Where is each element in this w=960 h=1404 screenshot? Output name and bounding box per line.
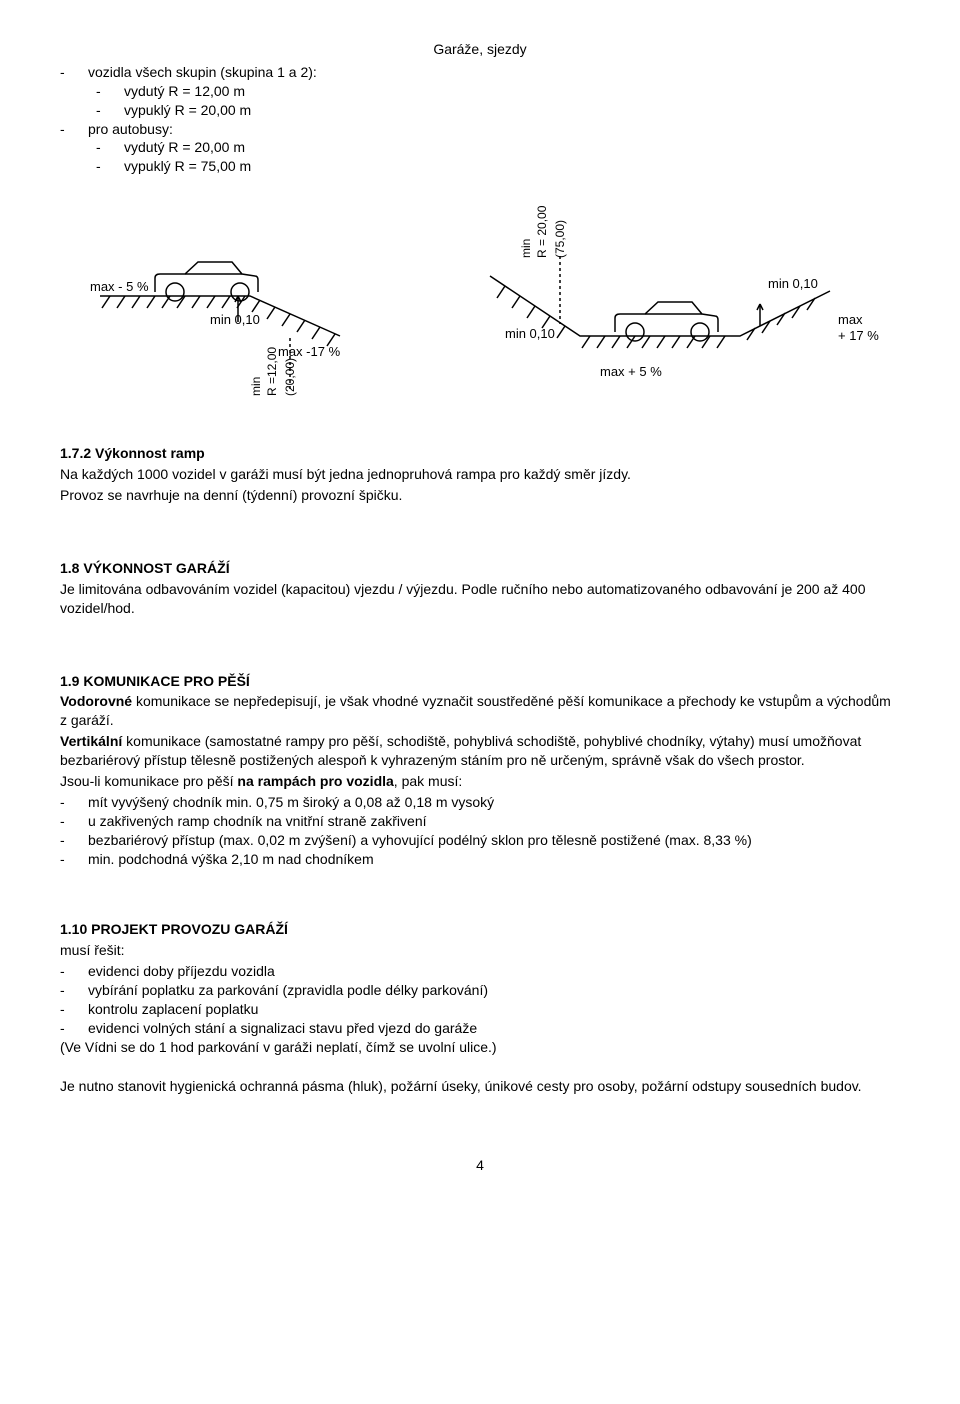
- list-text: vozidla všech skupin (skupina 1 a 2):: [88, 63, 900, 82]
- para: Je limitována odbavováním vozidel (kapac…: [60, 580, 900, 618]
- heading-172: 1.7.2 Výkonnost ramp: [60, 444, 900, 463]
- dash: -: [96, 82, 124, 101]
- text-run: komunikace se nepředepisují, je však vho…: [60, 693, 891, 728]
- para: musí řešit:: [60, 941, 900, 960]
- para: Provoz se navrhuje na denní (týdenní) pr…: [60, 486, 900, 505]
- bold-run: Vertikální: [60, 733, 122, 749]
- diag-label: R = 20,00: [535, 206, 549, 259]
- para: (Ve Vídni se do 1 hod parkování v garáži…: [60, 1038, 900, 1057]
- list-text: vybírání poplatku za parkování (zpravidl…: [88, 981, 900, 1000]
- heading-18: 1.8 VÝKONNOST GARÁŽÍ: [60, 559, 900, 578]
- list-text: vypuklý R = 20,00 m: [124, 101, 900, 120]
- ramp-diagram: max - 5 % min 0,10 max -17 % min R =12,0…: [60, 196, 900, 416]
- diag-label: max: [838, 312, 863, 327]
- intro-list: - vozidla všech skupin (skupina 1 a 2): …: [60, 63, 900, 176]
- heading-110: 1.10 PROJEKT PROVOZU GARÁŽÍ: [60, 920, 900, 939]
- diag-label: max + 5 %: [600, 364, 662, 379]
- text-run: Jsou-li komunikace pro pěší: [60, 773, 237, 789]
- page-header: Garáže, sjezdy: [60, 40, 900, 59]
- diag-label: (20,00): [283, 358, 297, 396]
- dash: -: [96, 157, 124, 176]
- dash: -: [60, 63, 88, 82]
- heading-19: 1.9 KOMUNIKACE PRO PĚŠÍ: [60, 672, 900, 691]
- list-item: - vydutý R = 12,00 m: [96, 82, 900, 101]
- para: Vertikální komunikace (samostatné rampy …: [60, 732, 900, 770]
- diag-label: min: [519, 239, 533, 258]
- dash: -: [60, 793, 88, 812]
- dash: -: [60, 831, 88, 850]
- diag-label: max - 5 %: [90, 279, 149, 294]
- list-text: vypuklý R = 75,00 m: [124, 157, 900, 176]
- list-text: kontrolu zaplacení poplatku: [88, 1000, 900, 1019]
- list-item: - evidenci doby příjezdu vozidla: [60, 962, 900, 981]
- list-text: evidenci volných stání a signalizaci sta…: [88, 1019, 900, 1038]
- dash: -: [60, 981, 88, 1000]
- para: Jsou-li komunikace pro pěší na rampách p…: [60, 772, 900, 791]
- list-item: - pro autobusy:: [60, 120, 900, 139]
- diag-label: R =12,00: [265, 347, 279, 396]
- bold-run: na rampách pro vozidla: [237, 773, 393, 789]
- dash: -: [60, 962, 88, 981]
- dash: -: [60, 120, 88, 139]
- diag-label: + 17 %: [838, 328, 879, 343]
- list-item: - vypuklý R = 20,00 m: [96, 101, 900, 120]
- para: Vodorovné komunikace se nepředepisují, j…: [60, 692, 900, 730]
- list-item: - evidenci volných stání a signalizaci s…: [60, 1019, 900, 1038]
- page-number: 4: [60, 1156, 900, 1175]
- list-item: - mít vyvýšený chodník min. 0,75 m širok…: [60, 793, 900, 812]
- diag-label: min 0,10: [768, 276, 818, 291]
- list-text: mít vyvýšený chodník min. 0,75 m široký …: [88, 793, 900, 812]
- dash: -: [60, 812, 88, 831]
- diag-label: (75,00): [553, 220, 567, 258]
- list-text: u zakřivených ramp chodník na vnitřní st…: [88, 812, 900, 831]
- dash: -: [60, 1000, 88, 1019]
- para: Na každých 1000 vozidel v garáži musí bý…: [60, 465, 900, 484]
- list-item: - u zakřivených ramp chodník na vnitřní …: [60, 812, 900, 831]
- list-item: - min. podchodná výška 2,10 m nad chodní…: [60, 850, 900, 869]
- diag-label: min: [249, 377, 263, 396]
- dash: -: [96, 101, 124, 120]
- list-item: - vozidla všech skupin (skupina 1 a 2):: [60, 63, 900, 82]
- list-item: - vypuklý R = 75,00 m: [96, 157, 900, 176]
- para: Je nutno stanovit hygienická ochranná pá…: [60, 1077, 900, 1096]
- list-text: min. podchodná výška 2,10 m nad chodníke…: [88, 850, 900, 869]
- dash: -: [60, 1019, 88, 1038]
- text-run: komunikace (samostatné rampy pro pěší, s…: [60, 733, 861, 768]
- list-item: - vydutý R = 20,00 m: [96, 138, 900, 157]
- diag-label: min 0,10: [505, 326, 555, 341]
- dash: -: [60, 850, 88, 869]
- list-item: - vybírání poplatku za parkování (zpravi…: [60, 981, 900, 1000]
- list-text: pro autobusy:: [88, 120, 900, 139]
- list-text: vydutý R = 20,00 m: [124, 138, 900, 157]
- bold-run: Vodorovné: [60, 693, 132, 709]
- list-item: - kontrolu zaplacení poplatku: [60, 1000, 900, 1019]
- diag-label: max -17 %: [278, 344, 341, 359]
- list-text: bezbariérový přístup (max. 0,02 m zvýšen…: [88, 831, 900, 850]
- list-text: evidenci doby příjezdu vozidla: [88, 962, 900, 981]
- list-text: vydutý R = 12,00 m: [124, 82, 900, 101]
- text-run: , pak musí:: [394, 773, 462, 789]
- dash: -: [96, 138, 124, 157]
- diag-label: min 0,10: [210, 312, 260, 327]
- list-item: - bezbariérový přístup (max. 0,02 m zvýš…: [60, 831, 900, 850]
